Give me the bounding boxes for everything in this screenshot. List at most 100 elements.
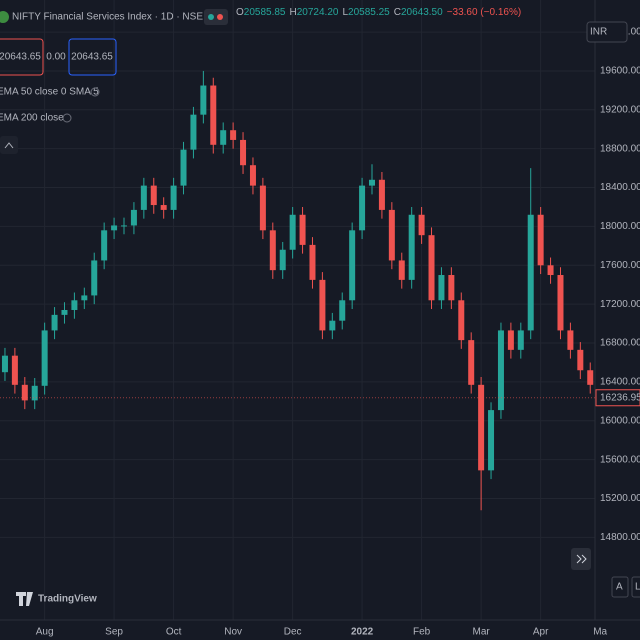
scroll-icon [576,554,587,564]
brand-logo [16,592,33,606]
candle-body [220,130,227,145]
candle-body [339,300,346,321]
sell-button[interactable] [0,38,44,76]
candles [1,70,604,511]
candle-body [269,230,276,271]
auto-button[interactable] [611,576,629,598]
symbol-title: NIFTY Financial Services Index · 1D · NS… [12,12,203,23]
candle-body [537,214,544,266]
spread: 0.00 [46,52,66,63]
candle-body [458,300,465,341]
candle-body [517,330,524,350]
candle-body [160,205,167,210]
candle-body [497,330,504,411]
collapse-icon [4,142,14,149]
candle-body [369,179,375,186]
currency: INR [590,27,607,38]
candle-body [378,179,385,210]
indicator-label: EMA 50 close 0 SMA 5 [0,87,99,98]
y-tick-label: 15200.00 [600,493,640,504]
x-tick-label: 2022 [351,627,374,638]
candle-body [448,275,455,301]
candle-body [428,235,435,301]
last-price-label: 16236.95 [600,392,640,403]
symbol-icon [0,11,9,23]
y-tick-label: 19200.00 [600,104,640,115]
log-label: L [635,582,640,593]
x-tick-label: Apr [533,627,549,638]
y-tick-label: 19600.00 [600,66,640,77]
candle-body [200,85,207,115]
y-tick-label: 14800.00 [600,532,640,543]
log-button[interactable] [631,576,640,598]
buy-button[interactable] [68,38,117,76]
y-tick-label: 15600.00 [600,454,640,465]
indicator-label: EMA 200 close [0,113,64,124]
candle-body [319,279,326,331]
x-tick-label: Ma [593,627,607,638]
ohlc-item: 20585.85 [244,7,286,18]
candle-body [408,214,415,280]
hide-icon[interactable] [62,113,72,123]
x-tick-label: Aug [36,627,54,638]
status-badge [204,9,228,25]
candle-body [388,209,395,261]
candle-body [557,275,564,331]
candle-body [91,260,98,296]
y-tick-label: 18800.00 [600,143,640,154]
candle-body [150,185,157,206]
y-tick-label: 16800.00 [600,338,640,349]
candle-body [289,214,296,250]
grid [0,0,601,620]
status-dot [208,14,214,20]
candle-body [349,230,356,301]
candle-body [418,214,425,236]
candle-body [41,330,48,386]
y-tick-label: 18000.00 [600,221,640,232]
candle-body [31,385,38,401]
auto-label: A [616,582,623,593]
candle-body [121,225,127,227]
candle-body [180,149,187,186]
candle-body [111,225,118,231]
candle-body [309,244,316,280]
candle-body [249,165,256,186]
ohlc-item: 20585.25 [348,7,390,18]
price-axis [595,0,640,620]
status-dot [217,14,223,20]
candle-body [230,130,237,140]
candle-body [11,355,18,385]
candle-body [478,384,485,471]
candle-body [170,185,177,210]
y-tick-label: 16400.00 [600,377,640,388]
y-tick-label: 17600.00 [600,260,640,271]
candle-body [101,230,108,261]
x-tick-label: Dec [284,627,302,638]
hide-icon[interactable] [90,87,100,97]
time-axis [0,620,640,640]
candle-body [488,410,495,471]
candle-body [567,330,574,350]
ohlc-item: 20724.20 [297,7,339,18]
ohlc-item: −33.60 (−0.16%) [447,7,522,18]
candle-body [240,139,247,166]
y-tick-label: 16000.00 [600,415,640,426]
candle-body [130,209,137,226]
candle-body [438,275,445,301]
candle-body [527,214,534,331]
currency-button[interactable] [586,21,628,43]
ohlc-item: H [290,7,297,18]
candle-body [468,340,475,385]
candle-body [21,384,28,401]
candle-body [587,370,594,385]
y-tick-label: 18400.00 [600,182,640,193]
collapse-button[interactable] [0,136,18,154]
candle-body [359,185,366,231]
y-tick-label: 17200.00 [600,299,640,310]
sell-price: 20643.65 [0,52,41,63]
candle-body [279,249,286,271]
candle-body [329,320,336,331]
x-tick-label: Feb [413,627,431,638]
candle-body [299,214,306,245]
